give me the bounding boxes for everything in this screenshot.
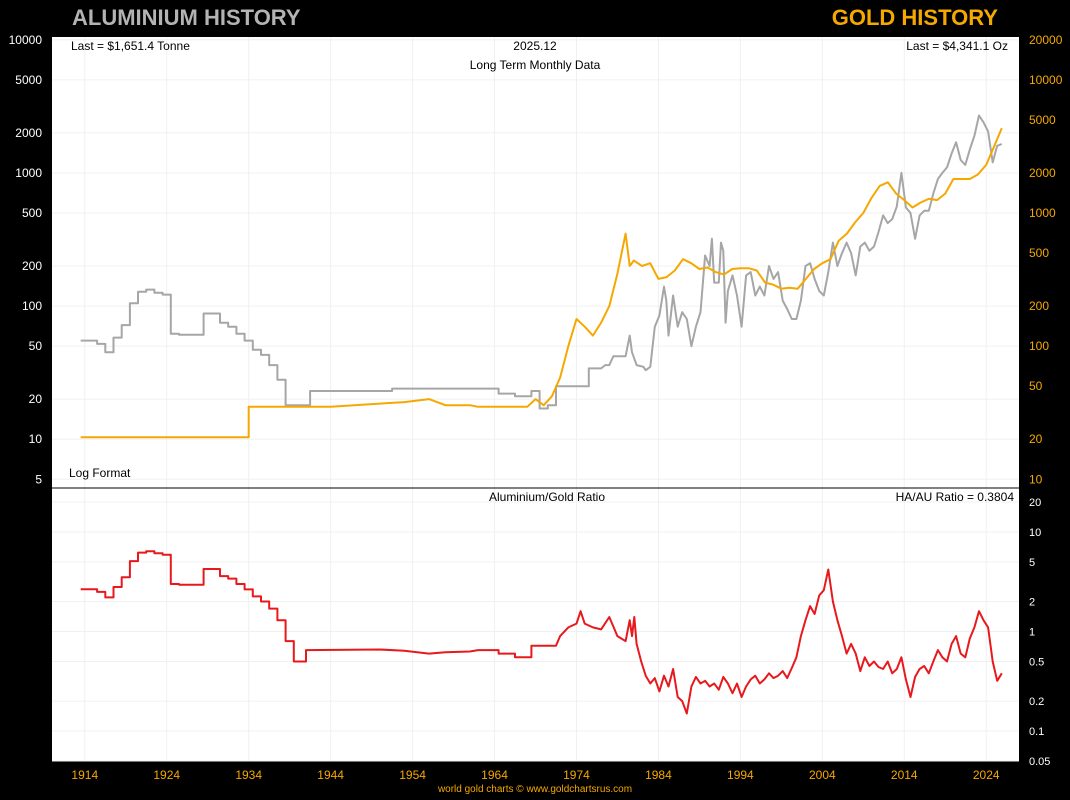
right-tick-label: 2000	[1029, 166, 1056, 180]
right-tick-label: 50	[1029, 379, 1043, 393]
x-tick-label: 1994	[727, 768, 754, 782]
aluminium-series-line	[80, 114, 1003, 410]
ratio-tick-label: 5	[1029, 557, 1035, 569]
x-tick-label: 2024	[973, 768, 1000, 782]
right-tick-label: 20000	[1029, 33, 1063, 47]
last-gold-label: Last = $4,341.1 Oz	[906, 39, 1008, 53]
x-tick-label: 1964	[481, 768, 508, 782]
left-tick-label: 5000	[15, 73, 42, 87]
price-series	[80, 114, 1003, 439]
right-tick-label: 100	[1029, 339, 1049, 353]
x-tick-label: 1984	[645, 768, 672, 782]
x-axis-ticks: 1914 1924 1934 1944 1954 1964 1974 1984 1994 2004…	[71, 768, 999, 782]
upper-grid	[52, 37, 1019, 488]
ratio-tick-label: 0.5	[1029, 656, 1044, 668]
subtitle-label: Long Term Monthly Data	[470, 58, 601, 72]
x-tick-label: 2004	[809, 768, 836, 782]
x-tick-label: 1954	[399, 768, 426, 782]
lower-grid	[52, 488, 1019, 762]
x-tick-label: 1974	[563, 768, 590, 782]
ratio-tick-label: 10	[1029, 527, 1041, 539]
right-tick-label: 5000	[1029, 113, 1056, 127]
upper-plot-area	[52, 37, 1019, 488]
ratio-tick-label: 0.2	[1029, 696, 1044, 708]
gold-title: GOLD HISTORY	[831, 5, 998, 30]
x-tick-label: 1934	[235, 768, 262, 782]
ratio-axis-ticks: 20 10 5 2 1 0.5 0.2 0.1 0.05	[1029, 497, 1050, 768]
ratio-series	[80, 550, 1003, 715]
ratio-tick-label: 0.05	[1029, 756, 1050, 768]
right-tick-label: 10000	[1029, 73, 1063, 87]
right-tick-label: 200	[1029, 299, 1049, 313]
date-label: 2025.12	[513, 39, 557, 53]
ratio-tick-label: 1	[1029, 627, 1035, 639]
footer-credit: world gold charts © www.goldchartsrus.co…	[437, 784, 633, 795]
left-axis-ticks: 10000 5000 2000 1000 500 200 100 50 20 10 5	[9, 33, 43, 486]
ratio-series-line	[80, 550, 1003, 715]
left-tick-label: 500	[22, 206, 42, 220]
left-tick-label: 10	[29, 432, 43, 446]
ratio-tick-label: 0.1	[1029, 726, 1044, 738]
right-tick-label: 10	[1029, 472, 1043, 486]
ratio-title: Aluminium/Gold Ratio	[489, 490, 605, 504]
left-tick-label: 5	[35, 472, 42, 486]
ratio-last-label: HA/AU Ratio = 0.3804	[896, 490, 1015, 504]
x-tick-label: 2014	[891, 768, 918, 782]
left-tick-label: 2000	[15, 126, 42, 140]
ratio-tick-label: 2	[1029, 597, 1035, 609]
last-aluminium-label: Last = $1,651.4 Tonne	[71, 39, 190, 53]
left-tick-label: 20	[29, 392, 43, 406]
left-tick-label: 100	[22, 299, 42, 313]
ratio-tick-label: 20	[1029, 497, 1041, 509]
aluminium-title: ALUMINIUM HISTORY	[72, 5, 301, 30]
log-format-label: Log Format	[69, 466, 131, 480]
x-tick-label: 1914	[71, 768, 98, 782]
right-tick-label: 20	[1029, 432, 1043, 446]
left-tick-label: 50	[29, 339, 43, 353]
x-tick-label: 1944	[317, 768, 344, 782]
right-tick-label: 1000	[1029, 206, 1056, 220]
right-axis-ticks: 20000 10000 5000 2000 1000 500 200 100 50 20 10	[1029, 33, 1063, 486]
lower-plot-area	[52, 488, 1019, 761]
gold-series-line	[80, 127, 1003, 439]
left-tick-label: 200	[22, 259, 42, 273]
right-tick-label: 500	[1029, 246, 1049, 260]
x-tick-label: 1924	[153, 768, 180, 782]
left-tick-label: 10000	[9, 33, 43, 47]
left-tick-label: 1000	[15, 166, 42, 180]
